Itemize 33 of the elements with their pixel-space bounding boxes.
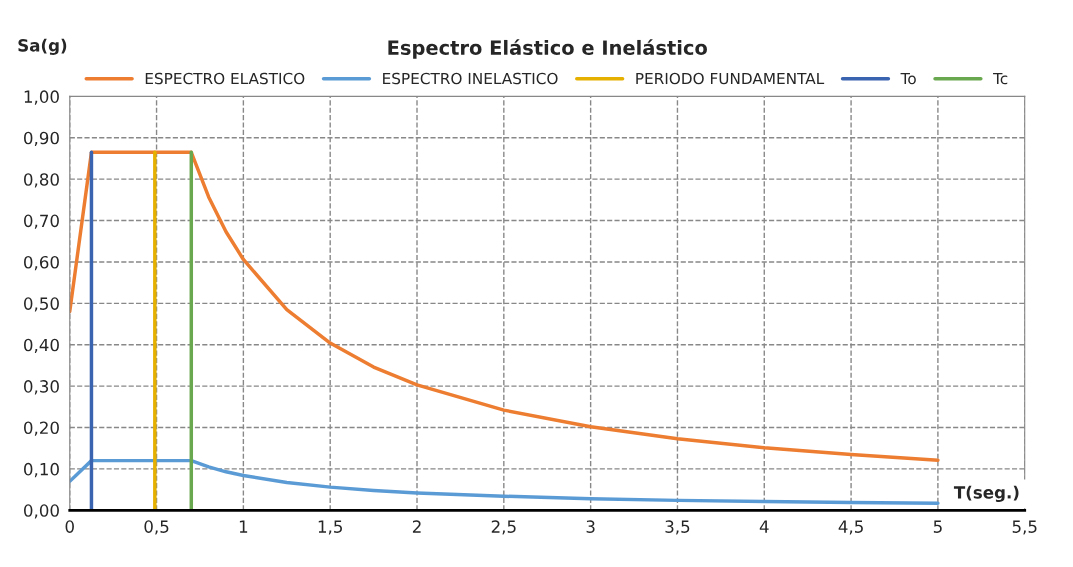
legend-label: PERIODO FUNDAMENTAL [636,72,825,85]
legend-label: ESPECTRO INELASTICO [383,72,558,85]
x-tick-label: 2,5 [491,520,516,535]
y-tick-label: 0,80 [24,173,59,188]
y-tick-label: 0,60 [24,255,59,271]
x-tick-label: 2 [412,520,421,533]
x-tick-label: 0,5 [144,520,169,535]
y-axis-title: Sa(g) [18,38,67,55]
x-tick-label: 5 [933,520,942,533]
chart-title: Espectro Elástico e Inelástico [388,39,707,59]
y-tick-label: 0,00 [24,504,59,519]
legend-label: ESPECTRO ELASTICO [145,72,305,85]
x-tick-label: 3,5 [665,520,690,535]
line-series [69,458,940,505]
x-tick-label: 5,5 [1012,520,1037,535]
y-tick-label: 0,20 [24,421,59,436]
legend-label: Tc [993,72,1008,85]
x-tick-label: 1,5 [318,520,342,535]
x-tick-label: 4 [759,520,769,533]
x-tick-label: 0 [65,520,74,533]
y-tick-label: 0,10 [24,462,59,478]
y-tick-label: 0,40 [24,338,59,354]
y-tick-label: 0,70 [24,214,59,229]
y-tick-label: 1,00 [24,90,59,105]
y-tick-label: 0,90 [24,131,59,147]
y-tick-label: 0,50 [24,297,59,312]
y-tick-label: 0,30 [24,380,59,395]
legend-label: To [900,72,916,85]
line-series [69,150,940,462]
x-tick-label: 1 [239,520,248,533]
x-tick-label: 3 [586,520,595,533]
x-axis-title: T(seg.) [953,485,1019,503]
x-tick-label: 4,5 [838,520,863,535]
